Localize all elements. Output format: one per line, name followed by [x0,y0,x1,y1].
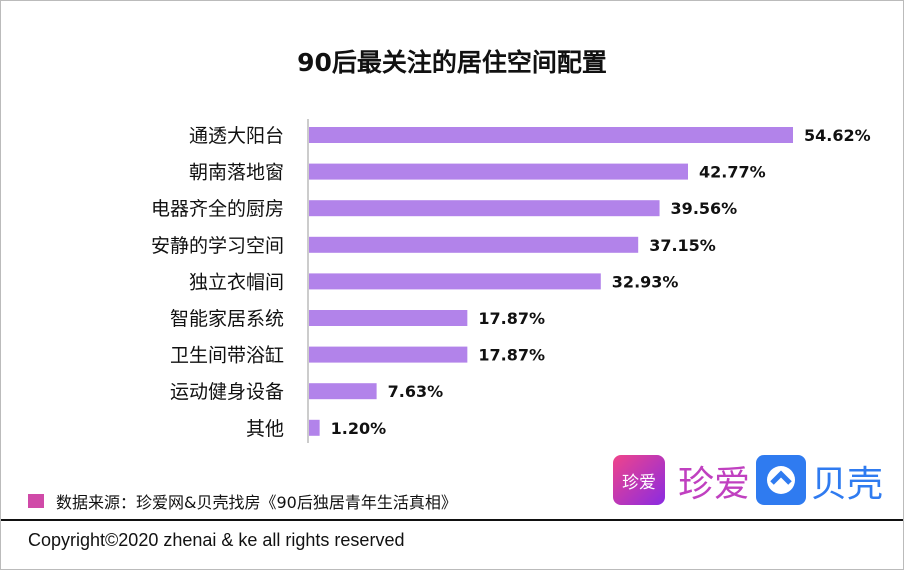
source-swatch [28,494,44,508]
footer-divider [1,519,903,521]
bar [309,127,793,143]
bar [309,310,468,326]
category-label: 运动健身设备 [170,381,284,403]
bar [309,236,639,253]
zhenai-logo-icon: 珍爱 [613,455,665,505]
value-label: 32.93% [612,272,679,291]
value-label: 54.62% [804,126,871,145]
copyright: Copyright©2020 zhenai & ke all rights re… [28,530,405,550]
category-label: 安静的学习空间 [151,235,284,257]
ke-logo-text: 贝壳 [811,464,884,505]
category-label: 电器齐全的厨房 [151,198,284,220]
category-label: 朝南落地窗 [189,162,284,184]
zhenai-icon-text: 珍爱 [622,472,656,493]
category-label: 通透大阳台 [189,125,284,147]
zhenai-logo-text: 珍爱 [678,464,751,505]
value-label: 17.87% [478,309,545,328]
bar [309,419,320,436]
source-note: 数据来源：珍爱网&贝壳找房《90后独居青年生活真相》 [28,489,457,513]
value-label: 7.63% [388,382,444,401]
bar [309,346,468,363]
value-label: 42.77% [699,163,766,182]
bar [309,383,377,400]
value-label: 1.20% [331,419,387,438]
bar [309,273,601,290]
category-label: 其他 [246,418,284,440]
value-label: 37.15% [649,236,716,255]
ke-logo-icon [756,455,806,505]
bar [309,200,660,217]
category-label: 卫生间带浴缸 [170,345,284,367]
category-label: 智能家居系统 [170,308,284,330]
value-label: 39.56% [671,199,738,218]
source-text: 数据来源：珍爱网&贝壳找房《90后独居青年生活真相》 [56,493,457,512]
bar-chart: 通透大阳台 54.62% 朝南落地窗 42.77% 电器齐全的厨房 39.56% 安静的学习… [151,119,871,443]
bar [309,163,688,180]
chart-title: 90后最关注的居住空间配置 [297,48,607,77]
value-label: 17.87% [478,346,545,365]
category-label: 独立衣帽间 [189,271,284,293]
